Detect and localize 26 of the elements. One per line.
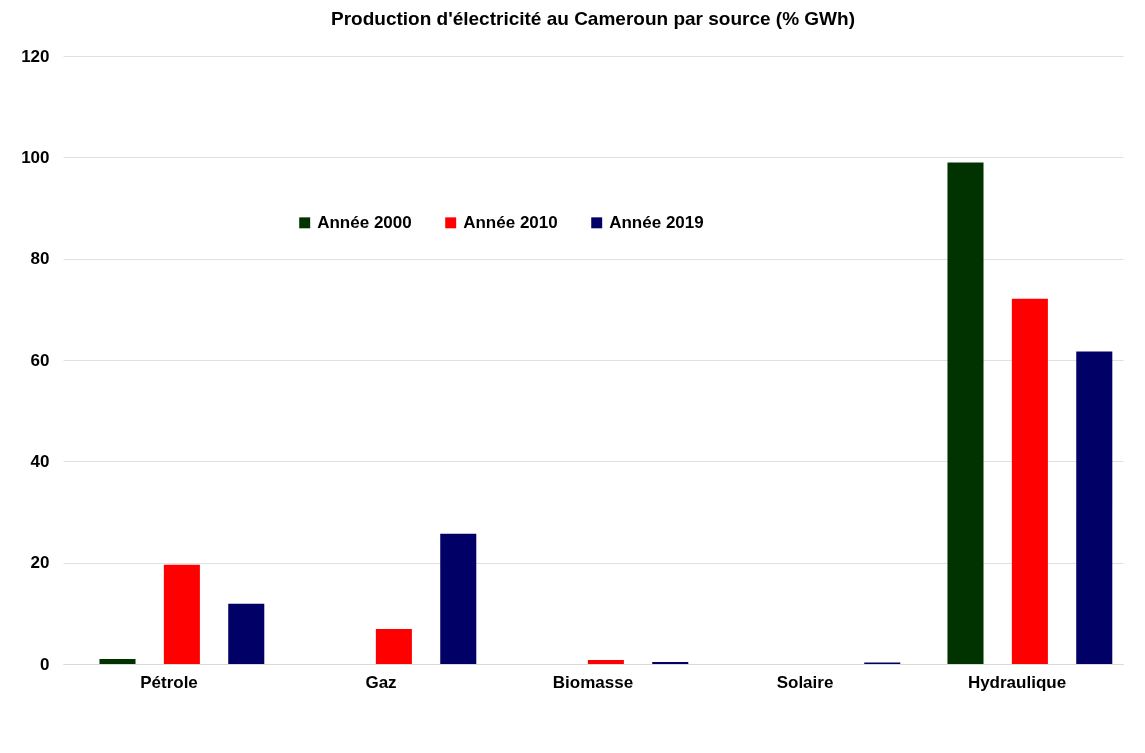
bar	[375, 629, 412, 664]
y-tick-label: 40	[30, 451, 50, 471]
y-tick-label: 80	[30, 249, 50, 269]
chart-title: Production d'électricité au Cameroun par source (% GWh)	[331, 8, 855, 29]
y-tick-label: 0	[40, 654, 50, 674]
bar	[652, 661, 689, 664]
x-tick-label: Pétrole	[140, 672, 198, 692]
y-tick-label: 120	[21, 46, 50, 66]
bar	[228, 603, 265, 664]
bar	[587, 659, 624, 664]
bar	[947, 162, 984, 664]
x-tick-label: Hydraulique	[967, 672, 1067, 692]
legend-label: Année 2019	[609, 212, 704, 232]
x-tick-label: Solaire	[776, 672, 834, 692]
y-tick-label: 100	[21, 147, 50, 167]
y-tick-label: 60	[30, 350, 50, 370]
x-tick-label: Biomasse	[552, 672, 634, 692]
bar	[1011, 298, 1048, 664]
legend-label: Année 2000	[317, 212, 412, 232]
bar	[163, 564, 200, 664]
x-tick-label: Gaz	[365, 672, 397, 692]
bar	[440, 533, 477, 664]
bar	[99, 658, 136, 664]
y-tick-label: 20	[30, 553, 50, 573]
bar	[1076, 351, 1113, 664]
legend-label: Année 2010	[463, 212, 558, 232]
